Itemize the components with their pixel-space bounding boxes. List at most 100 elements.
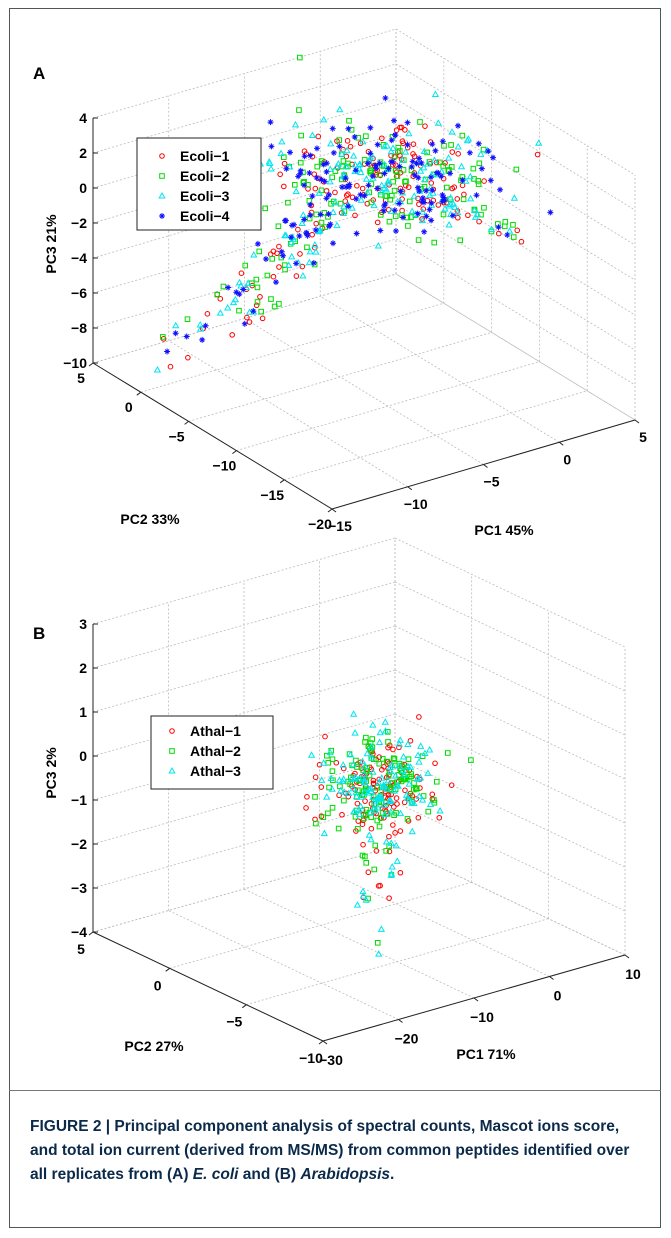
data-point bbox=[440, 194, 447, 201]
data-point bbox=[396, 163, 403, 170]
data-point bbox=[285, 261, 293, 269]
data-point bbox=[394, 801, 400, 807]
data-point bbox=[259, 315, 266, 322]
data-point bbox=[183, 333, 190, 340]
data-point bbox=[369, 736, 376, 742]
legend-marker bbox=[169, 728, 175, 734]
data-point bbox=[434, 119, 442, 126]
data-point bbox=[410, 151, 416, 157]
data-point bbox=[416, 155, 423, 162]
data-point bbox=[357, 191, 364, 198]
data-point bbox=[224, 303, 232, 311]
data-point bbox=[418, 216, 427, 224]
data-point bbox=[429, 189, 437, 196]
data-point bbox=[461, 191, 467, 198]
data-point bbox=[374, 817, 381, 824]
data-point bbox=[419, 208, 427, 215]
x-tick-label: −10 bbox=[470, 1009, 494, 1025]
data-point bbox=[369, 721, 377, 728]
data-point bbox=[254, 240, 261, 247]
data-point bbox=[312, 774, 319, 781]
grid-line bbox=[320, 295, 560, 443]
data-point bbox=[354, 182, 360, 189]
data-point bbox=[393, 167, 399, 174]
data-point bbox=[306, 169, 313, 176]
data-point bbox=[382, 193, 389, 199]
data-point bbox=[377, 925, 386, 932]
y-tick-label: 0 bbox=[154, 977, 162, 993]
data-point bbox=[409, 158, 416, 165]
data-point bbox=[242, 283, 251, 291]
data-point bbox=[418, 796, 427, 803]
data-point bbox=[445, 201, 453, 209]
data-point bbox=[288, 252, 296, 260]
data-point bbox=[313, 220, 319, 227]
data-point bbox=[381, 202, 388, 209]
data-point bbox=[510, 234, 517, 240]
x-tick-mark bbox=[558, 441, 564, 446]
data-point bbox=[319, 759, 328, 766]
data-point bbox=[397, 828, 404, 834]
data-point bbox=[504, 231, 511, 238]
y-tick-label: −15 bbox=[260, 487, 284, 503]
data-point bbox=[475, 181, 482, 187]
data-point bbox=[346, 750, 355, 758]
data-point bbox=[345, 203, 352, 210]
data-point bbox=[387, 147, 395, 155]
data-point bbox=[400, 167, 407, 173]
y-tick-label: −5 bbox=[169, 428, 185, 444]
data-point bbox=[313, 145, 320, 152]
data-point bbox=[403, 178, 409, 185]
data-point bbox=[387, 839, 395, 846]
data-point bbox=[315, 189, 323, 196]
data-point bbox=[376, 171, 383, 178]
data-point bbox=[367, 787, 375, 795]
data-point bbox=[428, 200, 435, 207]
data-point bbox=[432, 147, 439, 154]
data-point bbox=[423, 187, 430, 194]
grid-line bbox=[244, 318, 484, 465]
data-point bbox=[351, 729, 359, 736]
grid-line bbox=[140, 302, 444, 393]
y-tick-mark bbox=[165, 967, 170, 972]
data-point bbox=[321, 178, 328, 185]
data-point bbox=[336, 137, 343, 143]
data-point bbox=[250, 251, 258, 258]
data-point bbox=[408, 214, 414, 220]
x-tick-mark bbox=[549, 976, 554, 980]
data-point bbox=[420, 163, 428, 171]
data-point bbox=[418, 159, 425, 166]
x-tick-label: −30 bbox=[319, 1052, 343, 1068]
data-point bbox=[478, 165, 485, 172]
figure-frame bbox=[9, 8, 661, 1228]
data-point bbox=[329, 756, 336, 763]
data-point bbox=[436, 814, 443, 821]
data-point bbox=[342, 175, 349, 182]
data-point bbox=[448, 128, 456, 135]
caption-organism: Arabidopsis bbox=[300, 1166, 391, 1183]
data-point bbox=[326, 177, 334, 185]
x-tick-label: 10 bbox=[625, 966, 641, 982]
data-point bbox=[327, 139, 335, 147]
legend-marker bbox=[159, 213, 165, 219]
data-point bbox=[378, 774, 386, 781]
grid-line bbox=[243, 888, 475, 999]
y-tick-label: −10 bbox=[213, 458, 237, 474]
z-tick-label: 2 bbox=[79, 660, 87, 676]
data-point bbox=[415, 758, 423, 765]
data-point bbox=[312, 185, 319, 192]
z-tick-label: −4 bbox=[71, 924, 87, 940]
data-point bbox=[350, 807, 358, 815]
y-axis-line bbox=[92, 931, 324, 1042]
data-point bbox=[421, 749, 429, 757]
data-point bbox=[311, 171, 318, 177]
x-tick-mark bbox=[624, 954, 630, 959]
data-point bbox=[325, 810, 331, 817]
data-point bbox=[352, 167, 359, 174]
data-point bbox=[360, 815, 367, 822]
data-point bbox=[383, 785, 391, 792]
data-point bbox=[318, 176, 325, 183]
data-point bbox=[318, 219, 325, 226]
data-point bbox=[349, 784, 357, 792]
panel-a-points bbox=[153, 54, 554, 373]
